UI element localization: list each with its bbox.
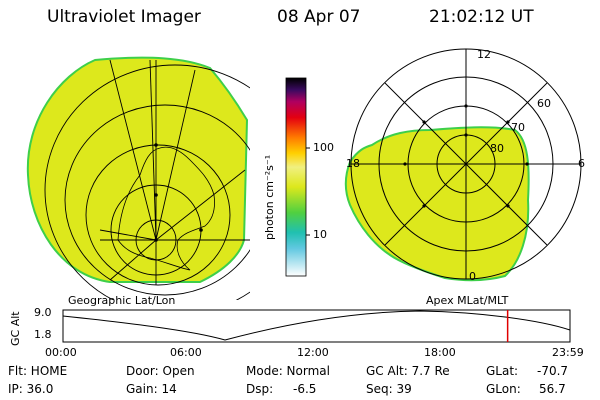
altitude-xtick-0000: 00:00 bbox=[45, 346, 77, 359]
status-glon-label: GLon: bbox=[486, 382, 521, 396]
colorbar-tick-100: 100 bbox=[313, 141, 334, 154]
altitude-ytick-1: 1.8 bbox=[34, 328, 52, 341]
date-label: 08 Apr 07 bbox=[277, 7, 361, 27]
altitude-ytick-9: 9.0 bbox=[34, 306, 52, 319]
status-mode: Mode: Normal bbox=[246, 364, 330, 378]
mlat-label-70: 70 bbox=[511, 121, 525, 134]
mlt-label-6: 6 bbox=[578, 157, 585, 170]
uv-image-left bbox=[26, 56, 249, 283]
status-glat-label: GLat: bbox=[486, 364, 519, 378]
mlt-label-0: 0 bbox=[469, 270, 476, 283]
uv-image-polar bbox=[344, 126, 530, 282]
status-ip: IP: 36.0 bbox=[8, 382, 54, 396]
altitude-xtick-1800: 18:00 bbox=[424, 346, 456, 359]
altitude-plot bbox=[62, 309, 571, 343]
status-glon-value: 56.7 bbox=[539, 382, 566, 396]
altitude-xtick-0600: 06:00 bbox=[170, 346, 202, 359]
status-flight: Flt: HOME bbox=[8, 364, 68, 378]
altitude-curve bbox=[62, 310, 571, 341]
status-gain: Gain: 14 bbox=[126, 382, 177, 396]
mlat-label-60: 60 bbox=[537, 97, 551, 110]
altitude-xtick-2359: 23:59 bbox=[552, 346, 584, 359]
status-seq: Seq: 39 bbox=[366, 382, 412, 396]
status-dsp-label: Dsp: bbox=[246, 382, 274, 396]
colorbar bbox=[285, 77, 310, 277]
instrument-title: Ultraviolet Imager bbox=[47, 7, 201, 27]
status-gc-alt: GC Alt: 7.7 Re bbox=[366, 364, 450, 378]
status-dsp-value: -6.5 bbox=[293, 382, 317, 396]
altitude-xtick-1200: 12:00 bbox=[297, 346, 329, 359]
status-door: Door: Open bbox=[126, 364, 195, 378]
time-label: 21:02:12 UT bbox=[429, 7, 534, 27]
mlt-label-12: 12 bbox=[477, 48, 491, 61]
status-glat-value: -70.7 bbox=[537, 364, 569, 378]
mlat-label-80: 80 bbox=[490, 142, 504, 155]
colorbar-tick-10: 10 bbox=[313, 228, 327, 241]
geographic-caption: Geographic Lat/Lon bbox=[68, 294, 176, 307]
apex-caption: Apex MLat/MLT bbox=[426, 294, 509, 307]
mlt-label-18: 18 bbox=[346, 157, 360, 170]
